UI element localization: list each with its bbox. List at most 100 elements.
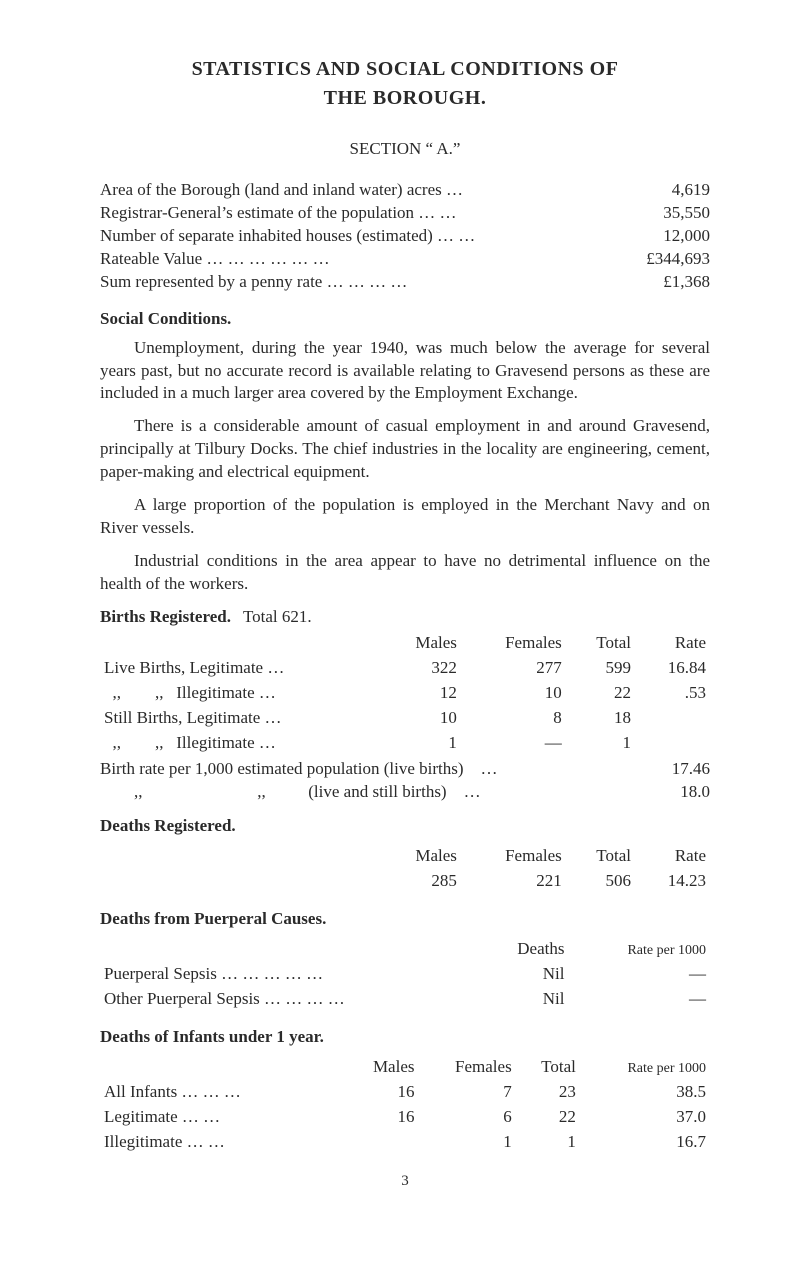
cell: 8: [461, 706, 566, 731]
summary-list: Area of the Borough (land and inland wat…: [100, 179, 710, 294]
deaths-table: Males Females Total Rate 285 221 506 14.…: [100, 844, 710, 894]
cell: 599: [566, 656, 635, 681]
summary-value: £344,693: [638, 248, 710, 271]
cell: 7: [418, 1080, 515, 1105]
col-rate-per-1000: Rate per 1000: [568, 937, 710, 962]
summary-value: 4,619: [664, 179, 710, 202]
cell: .53: [635, 681, 710, 706]
table-row: Legitimate … … 16 6 22 37.0: [100, 1105, 710, 1130]
table-row: 285 221 506 14.23: [100, 869, 710, 894]
cell: Nil: [478, 962, 568, 987]
cell: 38.5: [580, 1080, 710, 1105]
cell: Nil: [478, 987, 568, 1012]
table-row: Other Puerperal Sepsis … … … … Nil —: [100, 987, 710, 1012]
table-row: All Infants … … … 16 7 23 38.5: [100, 1080, 710, 1105]
births-footer-row: ,, ,, (live and still births) … 18.0: [100, 781, 710, 804]
row-label: Still Births, Legitimate …: [100, 706, 381, 731]
table-row: Still Births, Legitimate … 10 8 18: [100, 706, 710, 731]
deaths-heading: Deaths Registered.: [100, 815, 710, 838]
footer-value: 18.0: [672, 781, 710, 804]
summary-row: Number of separate inhabited houses (est…: [100, 225, 710, 248]
page-number: 3: [100, 1171, 710, 1191]
cell: [635, 706, 710, 731]
row-label: Other Puerperal Sepsis … … … …: [100, 987, 478, 1012]
col-females: Females: [418, 1055, 515, 1080]
footer-label: Birth rate per 1,000 estimated populatio…: [100, 758, 664, 781]
cell: 22: [566, 681, 635, 706]
row-label: Illegitimate … …: [100, 1130, 344, 1155]
cell: 10: [461, 681, 566, 706]
cell: 37.0: [580, 1105, 710, 1130]
cell: 221: [461, 869, 566, 894]
summary-row: Sum represented by a penny rate … … … … …: [100, 271, 710, 294]
cell: [635, 731, 710, 756]
social-p2: There is a considerable amount of casual…: [100, 415, 710, 484]
cell: 506: [566, 869, 635, 894]
row-label: All Infants … … …: [100, 1080, 344, 1105]
cell: 16.7: [580, 1130, 710, 1155]
col-males: Males: [344, 1055, 418, 1080]
col-males: Males: [381, 844, 461, 869]
summary-value: 12,000: [655, 225, 710, 248]
cell: 1: [418, 1130, 515, 1155]
social-p4: Industrial conditions in the area appear…: [100, 550, 710, 596]
cell: 322: [381, 656, 461, 681]
table-header-row: Males Females Total Rate: [100, 844, 710, 869]
cell: 16: [344, 1105, 418, 1130]
footer-value: 17.46: [664, 758, 710, 781]
row-label: Puerperal Sepsis … … … … …: [100, 962, 478, 987]
col-males: Males: [381, 631, 461, 656]
cell: 12: [381, 681, 461, 706]
row-label: ,, ,, Illegitimate …: [100, 681, 381, 706]
infants-heading: Deaths of Infants under 1 year.: [100, 1026, 710, 1049]
table-header-row: Males Females Total Rate per 1000: [100, 1055, 710, 1080]
cell: 277: [461, 656, 566, 681]
social-p3: A large proportion of the population is …: [100, 494, 710, 540]
col-total: Total: [516, 1055, 580, 1080]
cell: 16.84: [635, 656, 710, 681]
col-rate: Rate: [635, 631, 710, 656]
table-row: ,, ,, Illegitimate … 1 — 1: [100, 731, 710, 756]
summary-label: Number of separate inhabited houses (est…: [100, 225, 655, 248]
col-rate: Rate: [635, 844, 710, 869]
summary-row: Area of the Borough (land and inland wat…: [100, 179, 710, 202]
puerperal-heading: Deaths from Puerperal Causes.: [100, 908, 710, 931]
cell: 14.23: [635, 869, 710, 894]
summary-label: Area of the Borough (land and inland wat…: [100, 179, 664, 202]
table-row: Illegitimate … … 1 1 16.7: [100, 1130, 710, 1155]
births-footer-row: Birth rate per 1,000 estimated populatio…: [100, 758, 710, 781]
col-females: Females: [461, 631, 566, 656]
summary-label: Rateable Value … … … … … …: [100, 248, 638, 271]
cell: 6: [418, 1105, 515, 1130]
cell: —: [461, 731, 566, 756]
cell: 23: [516, 1080, 580, 1105]
col-total: Total: [566, 631, 635, 656]
cell: 10: [381, 706, 461, 731]
summary-value: £1,368: [655, 271, 710, 294]
row-label: Legitimate … …: [100, 1105, 344, 1130]
cell: 1: [516, 1130, 580, 1155]
col-females: Females: [461, 844, 566, 869]
row-label: ,, ,, Illegitimate …: [100, 731, 381, 756]
table-row: ,, ,, Illegitimate … 12 10 22 .53: [100, 681, 710, 706]
summary-value: 35,550: [655, 202, 710, 225]
cell: —: [568, 962, 710, 987]
cell: 1: [381, 731, 461, 756]
puerperal-table: Deaths Rate per 1000 Puerperal Sepsis … …: [100, 937, 710, 1012]
cell: 18: [566, 706, 635, 731]
social-conditions-heading: Social Conditions.: [100, 308, 710, 331]
cell: 16: [344, 1080, 418, 1105]
summary-row: Registrar-General’s estimate of the popu…: [100, 202, 710, 225]
births-heading: Births Registered.: [100, 606, 231, 629]
col-deaths: Deaths: [478, 937, 568, 962]
row-label: Live Births, Legitimate …: [100, 656, 381, 681]
cell: —: [568, 987, 710, 1012]
cell: 1: [566, 731, 635, 756]
table-header-row: Males Females Total Rate: [100, 631, 710, 656]
footer-label: ,, ,, (live and still births) …: [100, 781, 672, 804]
summary-row: Rateable Value … … … … … … £344,693: [100, 248, 710, 271]
cell: [344, 1130, 418, 1155]
section-label: SECTION “ A.”: [100, 138, 710, 161]
social-p1: Unemployment, during the year 1940, was …: [100, 337, 710, 406]
page-title-line2: THE BOROUGH.: [100, 85, 710, 112]
